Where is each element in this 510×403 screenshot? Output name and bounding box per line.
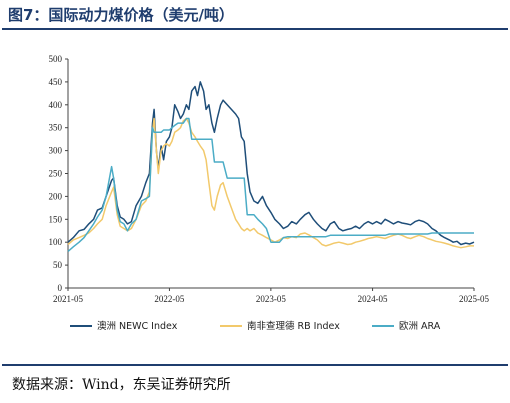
legend-label-newc: 澳洲 NEWC Index (97, 320, 178, 332)
source-rule (2, 364, 508, 366)
series-line-ara (67, 117, 474, 252)
y-tick-label: 300 (49, 146, 63, 156)
series-line-newc (67, 81, 475, 246)
x-tick-label: 2023-05 (256, 294, 286, 304)
y-tick-label: 450 (49, 77, 63, 87)
y-tick-label: 50 (53, 260, 63, 270)
y-tick-label: 500 (49, 54, 63, 64)
y-tick-label: 350 (49, 123, 63, 133)
y-tick-label: 100 (49, 237, 63, 247)
x-tick-label: 2022-05 (154, 294, 184, 304)
y-tick-label: 0 (58, 283, 63, 293)
x-tick-label: 2024-05 (358, 294, 388, 304)
y-tick-label: 250 (49, 169, 63, 179)
y-tick-label: 200 (49, 191, 63, 201)
y-tick-label: 150 (49, 214, 63, 224)
y-tick-label: 400 (49, 100, 63, 110)
figure-title: 图7：国际动力煤价格（美元/吨） (8, 6, 234, 24)
title-rule (2, 28, 508, 30)
x-tick-label: 2021-05 (53, 294, 83, 304)
source-note: 数据来源：Wind，东吴证券研究所 (12, 377, 231, 393)
legend-label-ara: 欧洲 ARA (399, 320, 441, 332)
x-tick-label: 2025-05 (459, 294, 489, 304)
legend-label-rb: 南非查理德 RB Index (247, 320, 340, 332)
